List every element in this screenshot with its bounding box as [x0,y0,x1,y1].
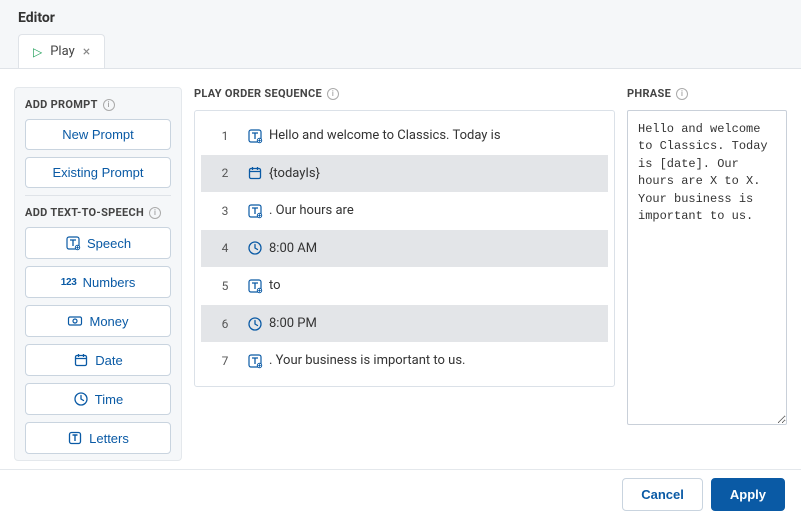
info-icon[interactable]: i [327,88,339,100]
sequence-number: 3 [209,204,241,218]
sequence-number: 7 [209,354,241,368]
time-button[interactable]: Time [25,383,171,415]
numbers-button[interactable]: 123 Numbers [25,266,171,298]
phrase-panel: PHRASE i Hello and welcome to Classics. … [627,87,787,461]
sequence-text: {todayIs} [269,165,600,183]
sequence-number: 6 [209,317,241,331]
letters-label: Letters [89,431,129,446]
date-button[interactable]: Date [25,344,171,376]
add-prompt-title: ADD PROMPT i [25,98,171,111]
sequence-row[interactable]: 3 . Our hours are [201,192,608,230]
left-panel: ADD PROMPT i New Prompt Existing Prompt … [14,87,182,461]
sequence-text: Hello and welcome to Classics. Today is [269,127,600,145]
text-icon [241,278,269,294]
sequence-row[interactable]: 4 8:00 AM [201,230,608,268]
sequence-number: 4 [209,241,241,255]
sequence-number: 5 [209,279,241,293]
text-icon [241,203,269,219]
text-icon [241,128,269,144]
numbers-icon: 123 [61,274,77,290]
phrase-title-label: PHRASE [627,87,671,100]
numbers-label: Numbers [83,275,136,290]
money-button[interactable]: Money [25,305,171,337]
sequence-number: 2 [209,166,241,180]
apply-button[interactable]: Apply [711,478,785,511]
phrase-textarea[interactable]: Hello and welcome to Classics. Today is … [627,110,787,425]
existing-prompt-label: Existing Prompt [52,165,143,180]
letters-icon [67,430,83,446]
speech-button[interactable]: Speech [25,227,171,259]
info-icon[interactable]: i [149,207,161,219]
tab-play[interactable]: ▷ Play × [18,34,105,68]
sequence-title-label: PLAY ORDER SEQUENCE [194,87,322,100]
speech-label: Speech [87,236,131,251]
text-icon [241,353,269,369]
add-prompt-label: ADD PROMPT [25,98,98,111]
time-label: Time [95,392,123,407]
sequence-title: PLAY ORDER SEQUENCE i [194,87,615,100]
clock-icon [73,391,89,407]
cancel-button[interactable]: Cancel [622,478,703,511]
play-icon: ▷ [33,46,42,58]
sequence-list: 1 Hello and welcome to Classics. Today is… [194,110,615,387]
cancel-label: Cancel [641,487,684,502]
clock-icon [241,240,269,256]
info-icon[interactable]: i [103,99,115,111]
close-icon[interactable]: × [83,45,90,59]
sequence-text: to [269,277,600,295]
add-tts-title: ADD TEXT-TO-SPEECH i [25,206,171,219]
text-icon [65,235,81,251]
date-icon [73,352,89,368]
sequence-number: 1 [209,129,241,143]
footer: Cancel Apply [0,469,801,511]
sequence-text: . Our hours are [269,202,600,220]
sequence-row[interactable]: 1 Hello and welcome to Classics. Today is [201,117,608,155]
sequence-text: 8:00 AM [269,240,600,258]
phrase-title: PHRASE i [627,87,787,100]
editor-header: Editor ▷ Play × [0,0,801,69]
sequence-text: . Your business is important to us. [269,352,600,370]
date-label: Date [95,353,122,368]
editor-title: Editor [18,10,783,26]
date-icon [241,165,269,181]
new-prompt-button[interactable]: New Prompt [25,119,171,150]
money-icon [67,313,83,329]
sequence-row[interactable]: 7 . Your business is important to us. [201,342,608,380]
sequence-row[interactable]: 5 to [201,267,608,305]
apply-label: Apply [730,487,766,502]
clock-icon [241,316,269,332]
sequence-row[interactable]: 2 {todayIs} [201,155,608,193]
main-area: ADD PROMPT i New Prompt Existing Prompt … [0,69,801,469]
letters-button[interactable]: Letters [25,422,171,454]
existing-prompt-button[interactable]: Existing Prompt [25,157,171,188]
new-prompt-label: New Prompt [62,127,134,142]
money-label: Money [89,314,128,329]
add-tts-label: ADD TEXT-TO-SPEECH [25,206,144,219]
tab-label: Play [50,44,75,59]
divider [25,195,171,196]
sequence-row[interactable]: 6 8:00 PM [201,305,608,343]
tab-bar: ▷ Play × [18,34,783,68]
info-icon[interactable]: i [676,88,688,100]
sequence-text: 8:00 PM [269,315,600,333]
sequence-panel: PLAY ORDER SEQUENCE i 1 Hello and welcome… [194,87,615,461]
